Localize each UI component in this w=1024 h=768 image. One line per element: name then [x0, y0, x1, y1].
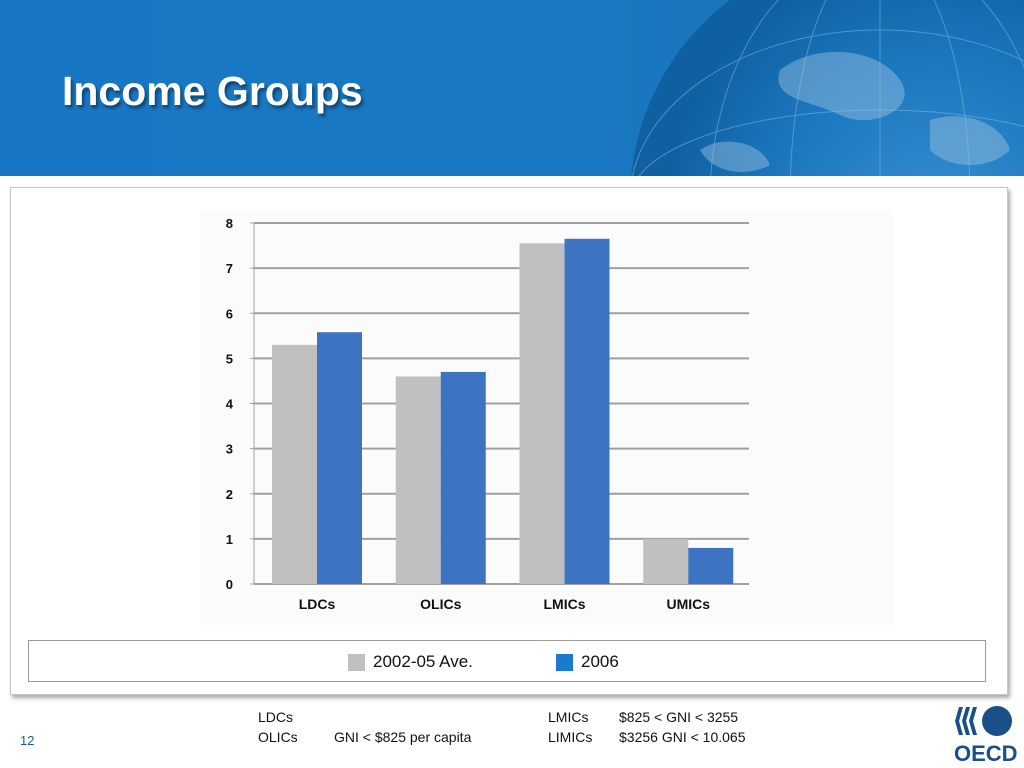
y-tick-label: 5	[226, 351, 233, 366]
chart-panel: 0 1 2 3 4 5 6 7 8 LDCs OLICs LMICs UMICs 2002-05 Ave…	[10, 187, 1008, 695]
bar-lmics-2006	[564, 238, 610, 584]
footnote-abbr-limics: LIMICs	[548, 729, 593, 745]
slide-header: Income Groups	[0, 0, 1024, 176]
y-tick-label: 2	[226, 487, 233, 502]
oecd-logo-text: OECD	[954, 741, 1018, 765]
footnote-abbr-ldcs: LDCs	[258, 709, 294, 725]
oecd-logo: OECD	[954, 706, 1018, 765]
y-tick-label: 8	[226, 216, 233, 231]
x-tick-label: LMICs	[544, 596, 586, 612]
footnote-desc-limics: $3256 GNI < 10.065	[619, 729, 746, 745]
x-tick-label: OLICs	[420, 596, 461, 612]
bar-lmics-2002-05	[519, 243, 565, 584]
y-tick-label: 7	[226, 261, 233, 276]
page-title: Income Groups	[62, 68, 363, 114]
legend-item-2002: 2002-05 Ave.	[348, 652, 473, 672]
x-tick-label: UMICs	[666, 596, 710, 612]
y-tick-label: 6	[226, 306, 233, 321]
bar-olics-2006	[440, 371, 486, 584]
bar-olics-2002-05	[395, 376, 441, 584]
y-tick-label: 0	[226, 577, 233, 592]
bar-chart: 0 1 2 3 4 5 6 7 8 LDCs OLICs LMICs UMICs	[201, 210, 893, 625]
y-tick-label: 4	[226, 397, 234, 412]
footnote-abbr-lmics: LMICs	[548, 709, 589, 725]
legend-label-2006: 2006	[581, 652, 619, 671]
bar-ldcs-2002-05	[272, 344, 317, 584]
legend-label-2002: 2002-05 Ave.	[373, 652, 473, 671]
bar-umics-2006	[688, 547, 734, 584]
globe-icon	[631, 0, 1024, 176]
y-tick-label: 3	[226, 442, 233, 457]
footnote-desc-lmics: $825 < GNI < 3255	[619, 709, 739, 725]
page-number: 12	[20, 733, 35, 748]
bar-umics-2002-05	[643, 538, 689, 584]
chart-legend: 2002-05 Ave. 2006	[28, 640, 986, 682]
bar-ldcs-2006	[317, 332, 362, 584]
x-tick-label: LDCs	[299, 596, 336, 612]
footnote-abbr-olics: OLICs	[258, 729, 298, 745]
y-tick-label: 1	[226, 532, 233, 547]
footnote-desc-olics: GNI < $825 per capita	[334, 729, 472, 745]
legend-item-2006: 2006	[556, 652, 619, 672]
legend-swatch-2002	[348, 653, 365, 671]
legend-swatch-2006	[556, 653, 573, 671]
